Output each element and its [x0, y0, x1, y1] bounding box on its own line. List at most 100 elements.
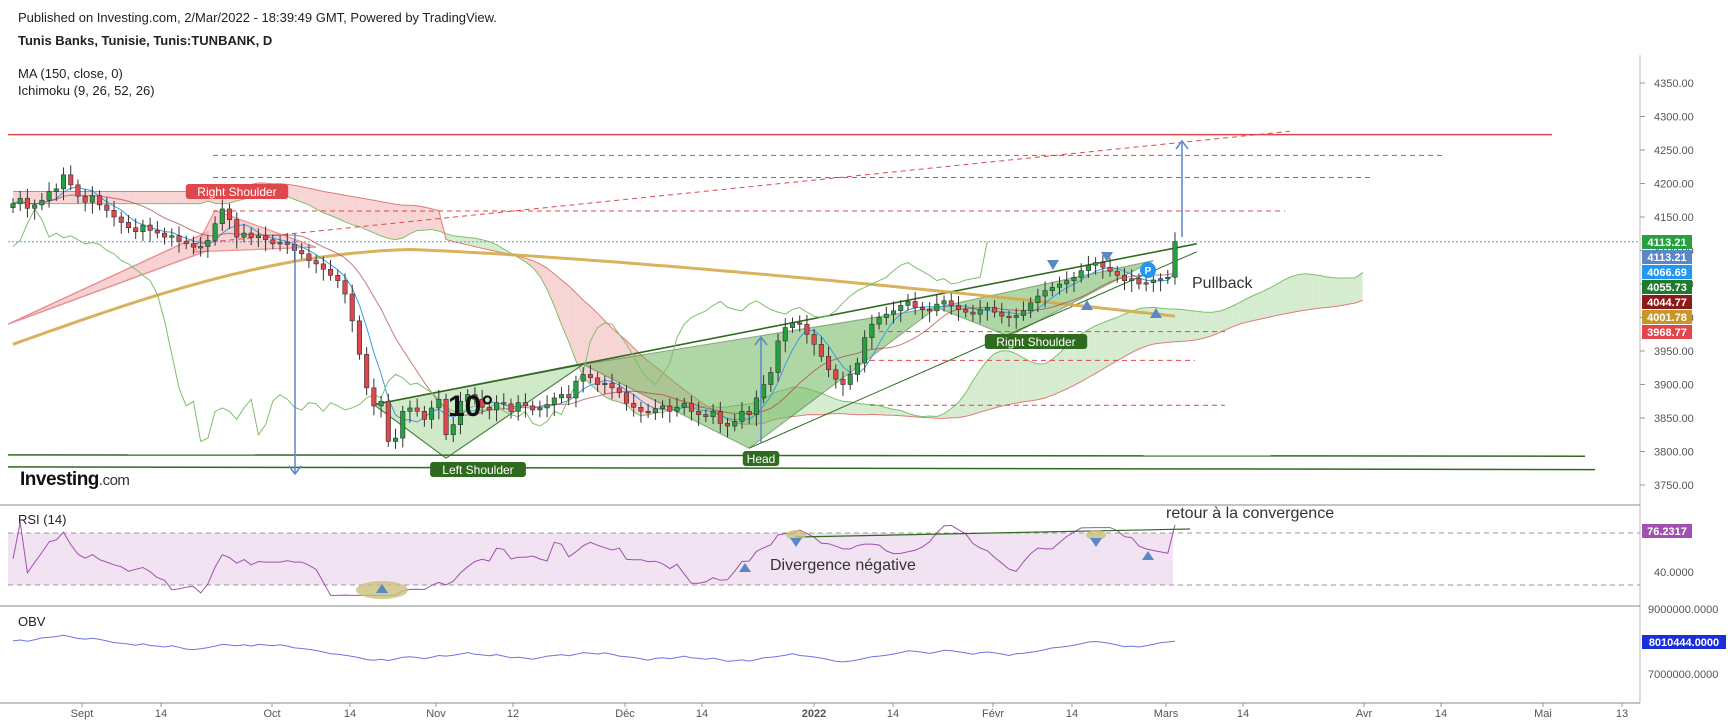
annotation-head-bg	[742, 451, 780, 466]
obv-tick-label: 7000000.0000	[1648, 669, 1718, 681]
candle	[1165, 269, 1171, 284]
cloud-segment	[1304, 273, 1313, 311]
candle-body	[1107, 266, 1113, 272]
candle	[818, 336, 824, 362]
cloud-segment	[994, 350, 1002, 409]
candle-body	[1150, 279, 1156, 283]
ma-indicator-label[interactable]: MA (150, close, 0)	[18, 66, 123, 81]
candle	[587, 365, 593, 384]
candle	[530, 400, 536, 416]
candle-body	[797, 322, 803, 325]
candle-body	[429, 407, 435, 420]
candle-body	[761, 384, 767, 399]
cloud-segment	[1117, 314, 1125, 361]
candle	[1071, 271, 1077, 293]
candle	[919, 302, 925, 319]
cloud-segment	[1059, 345, 1067, 393]
candle	[551, 392, 557, 416]
candle	[833, 364, 839, 389]
rsi-panel-label[interactable]: RSI (14)	[18, 512, 67, 527]
candle-body	[854, 362, 860, 375]
candles	[10, 165, 1178, 449]
candle-body	[768, 372, 774, 385]
candle-body	[162, 232, 168, 238]
candle	[479, 389, 485, 415]
candle	[667, 398, 673, 423]
candle	[284, 233, 290, 254]
candle	[645, 403, 651, 418]
candle-body	[248, 232, 254, 239]
candle-body	[89, 195, 95, 203]
candle-body	[746, 410, 752, 415]
ichimoku-indicator-label[interactable]: Ichimoku (9, 26, 52, 26)	[18, 83, 155, 98]
candle	[494, 395, 500, 422]
cloud-segment	[1247, 295, 1255, 323]
cloud-segment	[381, 201, 389, 239]
candle	[1136, 273, 1142, 290]
candle	[1056, 276, 1063, 295]
cloud-segment	[164, 191, 172, 204]
annotation-left-shoulder-bg	[430, 462, 526, 477]
cloud-segment	[1261, 288, 1269, 319]
annotation-left-shoulder: Left Shoulder	[442, 463, 513, 477]
candle	[111, 200, 117, 227]
candle-body	[522, 402, 528, 407]
cloud-segment	[373, 200, 382, 236]
cloud-segment	[1160, 308, 1168, 344]
cloud-segment	[864, 404, 872, 415]
obv-panel-label[interactable]: OBV	[18, 614, 46, 629]
candle	[443, 393, 449, 441]
candle-body	[1121, 274, 1128, 281]
candle	[429, 400, 435, 429]
signal-arrow-icon	[1101, 252, 1113, 262]
price-flag-bg	[1642, 325, 1692, 339]
candle-body	[681, 402, 687, 408]
candle	[313, 255, 319, 274]
candle	[948, 293, 954, 315]
cloud-segment	[431, 208, 439, 232]
candle	[674, 397, 680, 417]
candle-body	[847, 374, 853, 385]
candle-body	[876, 317, 882, 325]
candle	[169, 228, 175, 247]
candle	[963, 304, 969, 318]
cloud-segment	[1319, 275, 1327, 309]
cloud-segment	[1124, 311, 1132, 357]
cloud-segment	[402, 205, 410, 238]
cloud-segment	[121, 191, 129, 204]
cloud-segment	[330, 192, 338, 219]
candle-body	[198, 246, 204, 249]
candle	[782, 318, 788, 353]
candle	[717, 401, 723, 433]
candle	[24, 188, 30, 218]
annotation-right-shoulder-left-bg	[185, 184, 289, 199]
candle	[407, 400, 413, 423]
cloud-segment	[944, 408, 952, 419]
candle-body	[833, 369, 839, 380]
price-tick-label: 3800.00	[1654, 447, 1694, 459]
candle	[1143, 275, 1149, 292]
cloud-segment	[1254, 291, 1262, 321]
cloud-segment	[171, 191, 179, 204]
candle	[876, 312, 882, 330]
candle-body	[219, 208, 225, 225]
candle-body	[1114, 270, 1120, 276]
candle	[212, 216, 218, 246]
candle	[414, 398, 420, 417]
candle-body	[883, 313, 889, 318]
time-tick-label: 14	[696, 708, 708, 720]
candle-body	[1085, 264, 1091, 271]
price-flag-bg	[1642, 280, 1692, 294]
candle-body	[436, 398, 442, 409]
candle-body	[349, 293, 355, 322]
candle-body	[595, 377, 601, 385]
candle-body	[934, 303, 940, 312]
candle-body	[558, 394, 565, 399]
price-flag: 4001.78	[1647, 312, 1687, 324]
candle-body	[963, 309, 969, 313]
candle-body	[400, 410, 406, 439]
cloud-segment	[1131, 308, 1139, 353]
candle	[133, 218, 139, 240]
price-flag: 3968.77	[1647, 327, 1687, 339]
